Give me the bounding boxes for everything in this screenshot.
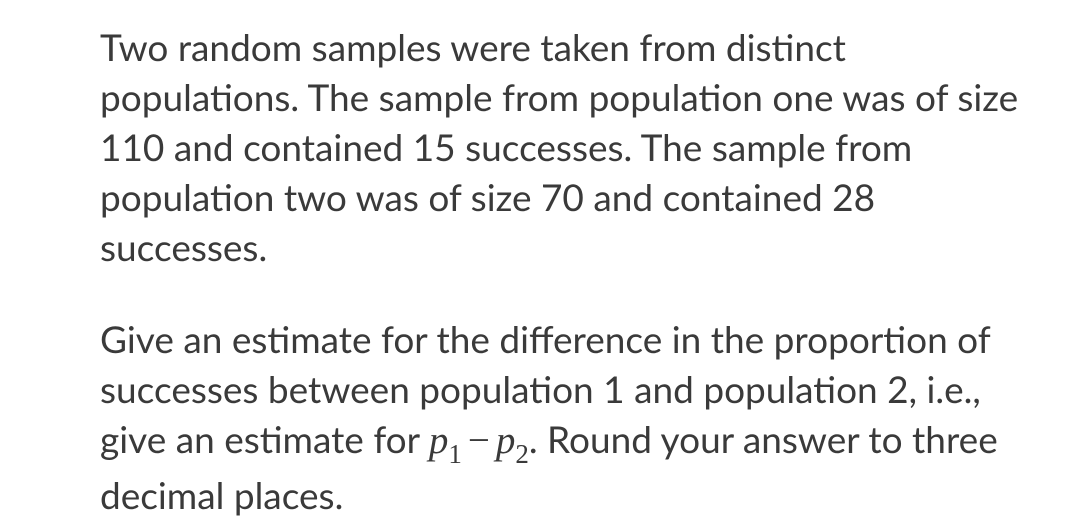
math-variable-p1: p bbox=[429, 419, 449, 462]
math-minus-sign: − bbox=[462, 419, 496, 462]
problem-paragraph-1: Two random samples were taken from disti… bbox=[100, 22, 1040, 272]
paragraph-1-text: Two random samples were taken from disti… bbox=[100, 24, 1018, 269]
math-subscript-2: 2 bbox=[515, 439, 529, 469]
math-variable-p2: p bbox=[496, 419, 516, 462]
problem-paragraph-2: Give an estimate for the difference in t… bbox=[100, 314, 1040, 520]
math-subscript-1: 1 bbox=[448, 439, 462, 469]
